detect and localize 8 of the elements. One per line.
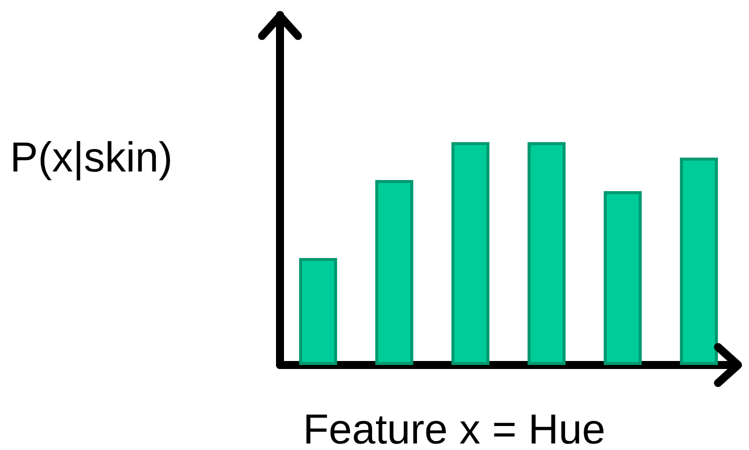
y-axis-title: P(x|skin) [10, 134, 173, 180]
bar [451, 142, 490, 365]
bar [680, 158, 718, 365]
bar [299, 258, 338, 365]
bar [528, 142, 566, 365]
x-axis-title: Feature x = Hue [303, 406, 606, 450]
bar [604, 191, 642, 365]
bar [375, 180, 414, 365]
